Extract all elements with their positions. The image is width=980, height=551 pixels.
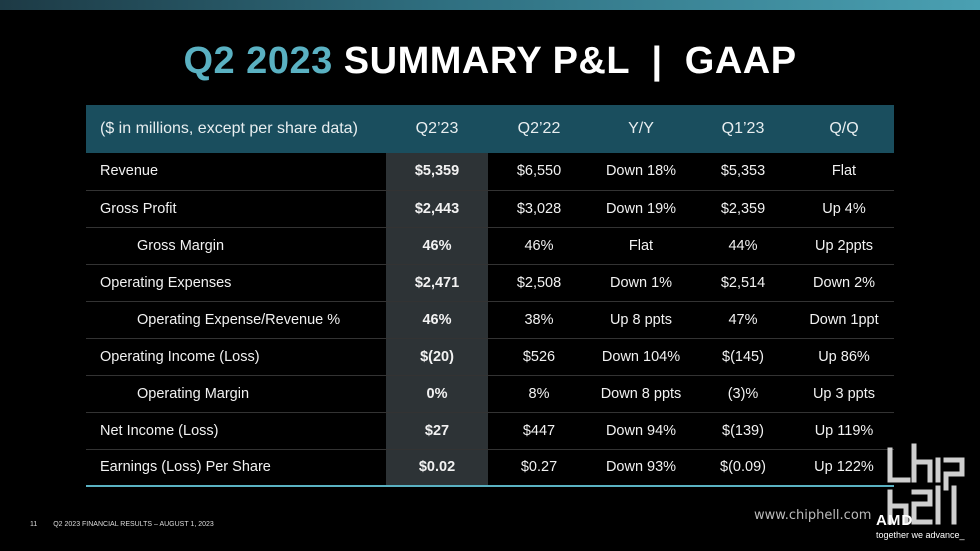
table-row: Operating Expenses $2,471 $2,508 Down 1%… bbox=[86, 264, 894, 301]
cell-q2-23: 46% bbox=[386, 301, 488, 338]
header-qq: Q/Q bbox=[829, 120, 859, 137]
cell-q2-23: $2,471 bbox=[386, 264, 488, 301]
watermark-url: www.chiphell.com bbox=[754, 508, 872, 523]
table-header-row: ($ in millions, except per share data) Q… bbox=[86, 105, 894, 153]
table-row: Net Income (Loss) $27 $447 Down 94% $(13… bbox=[86, 412, 894, 449]
cell-q2-22: $3,028 bbox=[516, 200, 562, 217]
cell-q2-23: 46% bbox=[386, 227, 488, 264]
title-accent: Q2 2023 bbox=[183, 40, 333, 82]
cell-q2-23: $0.02 bbox=[386, 449, 488, 486]
row-label: Operating Margin bbox=[137, 385, 250, 402]
cell-q2-22: 8% bbox=[528, 385, 550, 402]
cell-q2-22: 46% bbox=[524, 237, 554, 254]
cell-q2-22: 38% bbox=[524, 311, 554, 328]
cell-q2-22: $6,550 bbox=[516, 163, 562, 180]
row-label: Operating Income (Loss) bbox=[100, 348, 260, 365]
cell-q2-23: $27 bbox=[386, 412, 488, 449]
cell-q1-23: $(139) bbox=[722, 422, 764, 439]
cell-q1-23: $5,353 bbox=[720, 163, 766, 180]
footer: 11 Q2 2023 FINANCIAL RESULTS – AUGUST 1,… bbox=[30, 521, 214, 528]
cell-yy: Down 19% bbox=[605, 200, 677, 217]
row-label: Net Income (Loss) bbox=[100, 422, 219, 439]
cell-qq: Down 2% bbox=[812, 274, 876, 291]
cell-qq: Up 119% bbox=[814, 422, 874, 439]
cell-yy: Down 104% bbox=[601, 348, 681, 365]
chiphell-watermark-icon bbox=[887, 443, 965, 525]
row-label: Revenue bbox=[100, 163, 159, 180]
cell-q1-23: 44% bbox=[728, 237, 758, 254]
cell-q1-23: 47% bbox=[728, 311, 758, 328]
cell-q2-23: $2,443 bbox=[386, 190, 488, 227]
footer-text: Q2 2023 FINANCIAL RESULTS – AUGUST 1, 20… bbox=[53, 521, 214, 528]
amd-logo: AMD bbox=[876, 512, 914, 529]
table-row: Revenue $5,359 $6,550 Down 18% $5,353 Fl… bbox=[86, 153, 894, 190]
cell-yy: Down 93% bbox=[605, 459, 677, 476]
cell-q1-23: $2,359 bbox=[720, 200, 766, 217]
cell-qq: Up 3 ppts bbox=[812, 385, 876, 402]
table-row: Operating Income (Loss) $(20) $526 Down … bbox=[86, 338, 894, 375]
row-label: Operating Expenses bbox=[100, 274, 232, 291]
row-label: Gross Margin bbox=[137, 237, 225, 254]
table-row: Gross Profit $2,443 $3,028 Down 19% $2,3… bbox=[86, 190, 894, 227]
header-q2-22: Q2’22 bbox=[517, 120, 561, 137]
cell-qq: Up 4% bbox=[822, 200, 866, 217]
pl-summary-table: ($ in millions, except per share data) Q… bbox=[86, 105, 894, 487]
cell-q2-22: $526 bbox=[522, 348, 556, 365]
pl-table-container: ($ in millions, except per share data) Q… bbox=[86, 105, 894, 487]
cell-q1-23: $(145) bbox=[722, 348, 764, 365]
cell-qq: Up 86% bbox=[818, 348, 870, 365]
row-label: Earnings (Loss) Per Share bbox=[100, 459, 271, 476]
cell-qq: Flat bbox=[831, 163, 857, 180]
cell-q1-23: (3)% bbox=[727, 385, 759, 402]
header-q1-23: Q1’23 bbox=[721, 120, 765, 137]
table-row: Gross Margin 46% 46% Flat 44% Up 2ppts bbox=[86, 227, 894, 264]
page-title: Q2 2023 SUMMARY P&L | GAAP bbox=[0, 40, 980, 83]
table-row: Earnings (Loss) Per Share $0.02 $0.27 Do… bbox=[86, 449, 894, 486]
header-q2-23: Q2’23 bbox=[415, 120, 459, 137]
table-row: Operating Expense/Revenue % 46% 38% Up 8… bbox=[86, 301, 894, 338]
cell-q1-23: $2,514 bbox=[720, 274, 766, 291]
page-number: 11 bbox=[30, 521, 38, 528]
cell-qq: Down 1ppt bbox=[809, 311, 879, 328]
cell-yy: Down 94% bbox=[605, 422, 677, 439]
top-accent-bar bbox=[0, 0, 980, 10]
cell-yy: Down 8 ppts bbox=[600, 385, 682, 402]
table-row: Operating Margin 0% 8% Down 8 ppts (3)% … bbox=[86, 375, 894, 412]
cell-q2-22: $2,508 bbox=[516, 274, 562, 291]
cell-qq: Up 2ppts bbox=[814, 237, 874, 254]
cell-qq: Up 122% bbox=[814, 459, 874, 476]
cell-q2-23: $5,359 bbox=[386, 153, 488, 190]
cell-yy: Down 1% bbox=[609, 274, 673, 291]
cell-q2-23: 0% bbox=[386, 375, 488, 412]
brand-tagline: together we advance_ bbox=[876, 530, 965, 540]
cell-q1-23: $(0.09) bbox=[720, 459, 766, 476]
cell-yy: Flat bbox=[628, 237, 654, 254]
row-label: Gross Profit bbox=[100, 200, 177, 217]
header-description: ($ in millions, except per share data) bbox=[100, 120, 358, 137]
title-main: SUMMARY P&L | GAAP bbox=[343, 40, 797, 82]
cell-q2-22: $447 bbox=[522, 422, 556, 439]
cell-yy: Up 8 ppts bbox=[609, 311, 673, 328]
cell-q2-22: $0.27 bbox=[520, 459, 558, 476]
row-label: Operating Expense/Revenue % bbox=[137, 311, 341, 328]
cell-yy: Down 18% bbox=[605, 163, 677, 180]
cell-q2-23: $(20) bbox=[386, 338, 488, 375]
header-yy: Y/Y bbox=[628, 120, 654, 137]
